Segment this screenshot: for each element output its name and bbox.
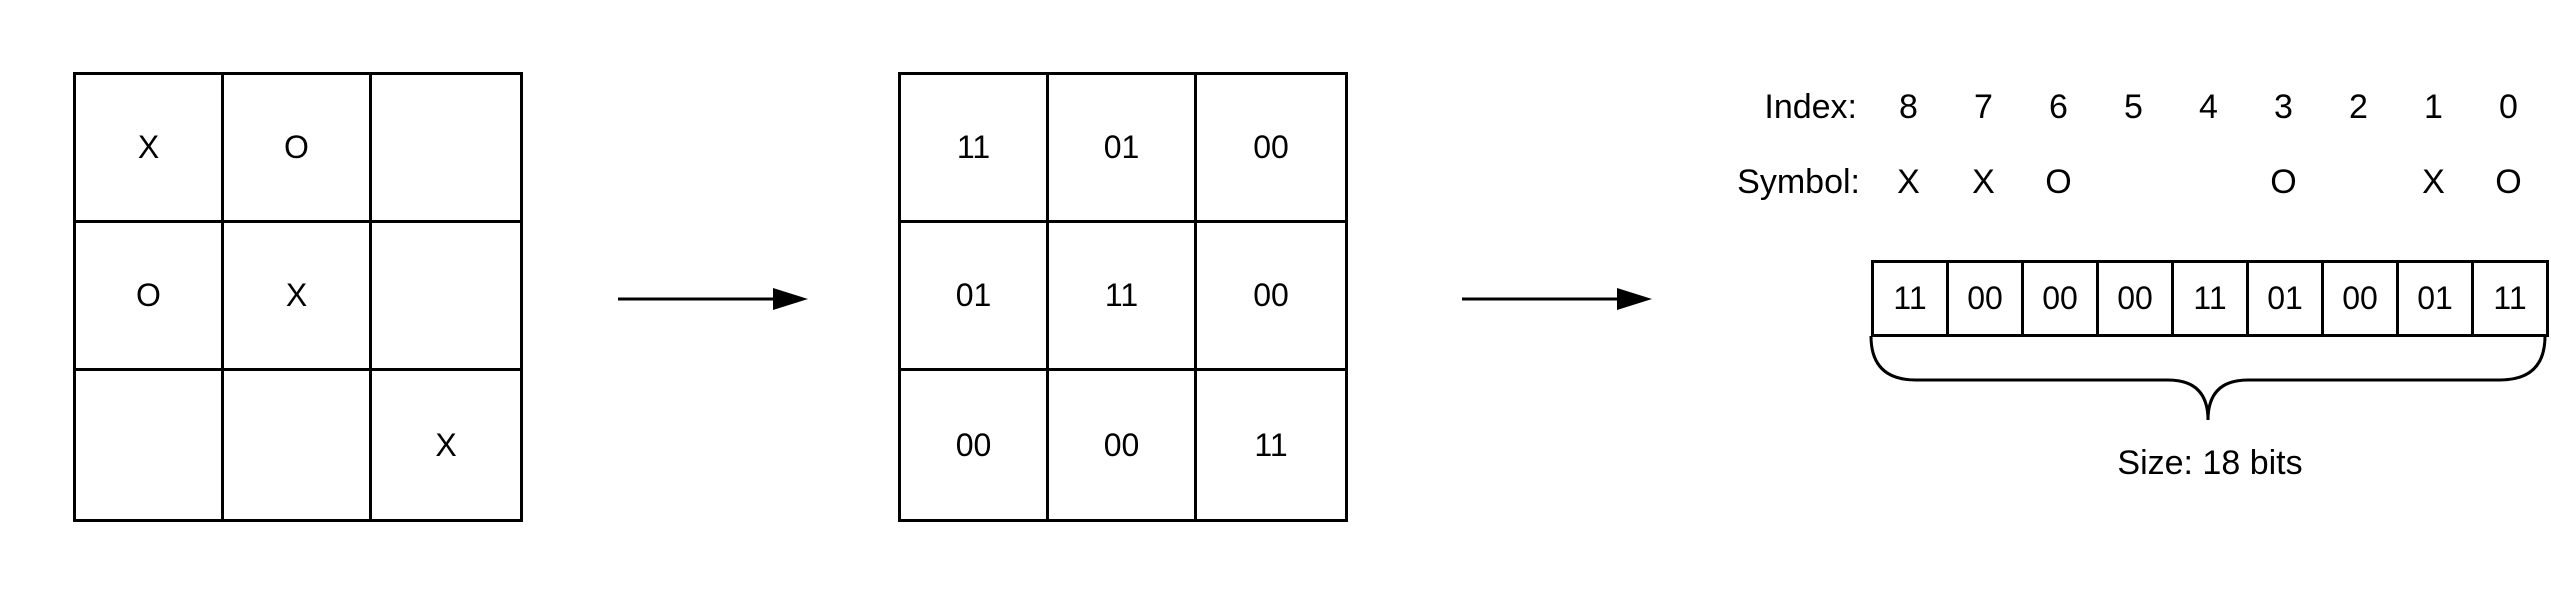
encoded-cell: 11 bbox=[901, 75, 1049, 223]
encoded-cell: 00 bbox=[901, 371, 1049, 519]
board-cell: X bbox=[224, 223, 372, 371]
index-value: 3 bbox=[2274, 88, 2293, 126]
bit-cell: 00 bbox=[2324, 263, 2399, 334]
bit-cell: 01 bbox=[2399, 263, 2474, 334]
encoded-cell: 00 bbox=[1197, 223, 1345, 371]
symbol-label: Symbol: bbox=[1737, 163, 1860, 201]
index-label: Index: bbox=[1764, 88, 1857, 126]
index-value: 8 bbox=[1899, 88, 1918, 126]
symbol-value: X bbox=[2422, 163, 2445, 201]
board-cell bbox=[224, 371, 372, 519]
symbol-value: X bbox=[1897, 163, 1920, 201]
bit-cell: 00 bbox=[2099, 263, 2174, 334]
index-value: 0 bbox=[2499, 88, 2518, 126]
index-value: 7 bbox=[1974, 88, 1993, 126]
encoded-cell: 01 bbox=[1049, 75, 1197, 223]
bit-cell: 00 bbox=[1949, 263, 2024, 334]
encoded-cell: 11 bbox=[1049, 223, 1197, 371]
symbol-value: O bbox=[2495, 163, 2522, 201]
symbol-value: O bbox=[2270, 163, 2297, 201]
board-cell: X bbox=[435, 426, 457, 463]
board-cell: X bbox=[76, 75, 224, 223]
index-value: 5 bbox=[2124, 88, 2143, 126]
bit-cell: 11 bbox=[2493, 280, 2527, 316]
encoded-cell: 11 bbox=[1254, 426, 1288, 463]
encoded-cell: 00 bbox=[1197, 75, 1345, 223]
bit-cell: 01 bbox=[2249, 263, 2324, 334]
board-cell bbox=[372, 75, 520, 223]
symbol-value: O bbox=[2045, 163, 2072, 201]
right-arrow-icon bbox=[618, 288, 808, 310]
right-arrow-icon bbox=[1462, 288, 1652, 310]
bit-cell: 11 bbox=[1874, 263, 1949, 334]
board-cell bbox=[372, 223, 520, 371]
symbol-value: X bbox=[1972, 163, 1995, 201]
board-cell: O bbox=[76, 223, 224, 371]
bit-string: 11 00 00 00 11 01 00 01 11 bbox=[1871, 260, 2549, 337]
encoded-cell: 00 bbox=[1049, 371, 1197, 519]
curly-brace-icon bbox=[1869, 335, 2547, 421]
board-grid: X O O X X bbox=[73, 72, 523, 522]
index-value: 4 bbox=[2199, 88, 2218, 126]
encoded-cell: 01 bbox=[901, 223, 1049, 371]
bit-cell: 11 bbox=[2174, 263, 2249, 334]
index-value: 1 bbox=[2424, 88, 2443, 126]
index-value: 2 bbox=[2349, 88, 2368, 126]
size-label: Size: 18 bits bbox=[2117, 444, 2303, 482]
encoded-grid: 11 01 00 01 11 00 00 00 11 bbox=[898, 72, 1348, 522]
board-cell bbox=[76, 371, 224, 519]
bit-cell: 00 bbox=[2024, 263, 2099, 334]
board-cell: O bbox=[224, 75, 372, 223]
index-value: 6 bbox=[2049, 88, 2068, 126]
